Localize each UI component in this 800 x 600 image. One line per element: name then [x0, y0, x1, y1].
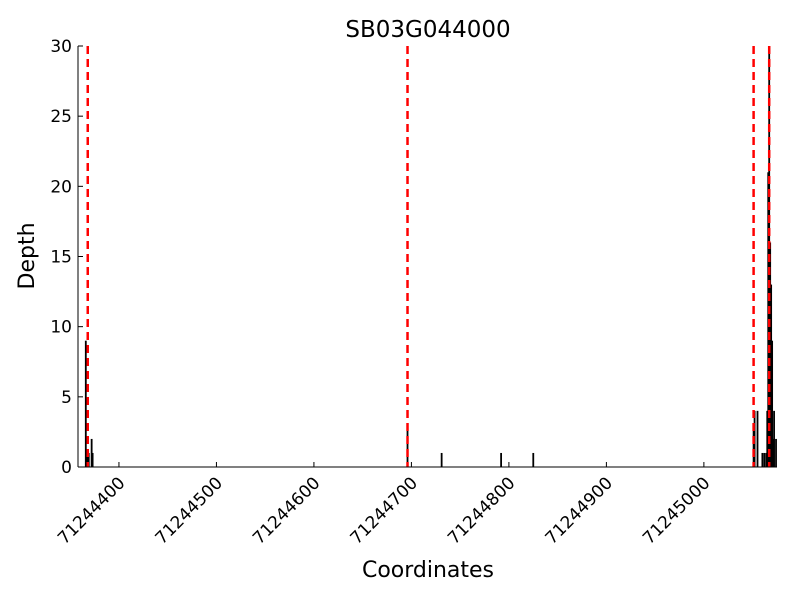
depth-bar-7: [440, 452, 443, 467]
depth-bar-23: [773, 410, 775, 467]
depth-bar-21: [771, 340, 774, 467]
depth-bar-10: [752, 424, 755, 467]
depth-bar-15: [765, 452, 768, 467]
x-tick-label-0: 71244400: [54, 473, 129, 548]
depth-bar-0: [84, 340, 87, 467]
y-axis-ticks: 0 5 10 15 20 25 30: [50, 37, 83, 478]
axes: [77, 46, 777, 468]
y-axis-title: Depth: [15, 222, 40, 289]
x-tick-label-3: 71244700: [347, 473, 422, 548]
depth-bar-14: [763, 452, 766, 467]
x-tick-label-2: 71244600: [249, 473, 324, 548]
x-tick-label-6: 71245000: [639, 473, 714, 548]
x-axis-title: Coordinates: [362, 558, 494, 583]
y-tick-label-6: 30: [50, 37, 72, 57]
x-tick-label-4: 71244800: [444, 473, 519, 548]
depth-bar-5: [91, 452, 94, 467]
depth-bar-4: [90, 438, 93, 467]
depth-bar-19: [769, 242, 772, 467]
x-tick-label-1: 71244500: [152, 473, 227, 548]
depth-bar-22: [772, 438, 775, 467]
depth-bar-1: [85, 452, 88, 467]
depth-bar-3: [87, 452, 90, 467]
y-tick-label-3: 15: [50, 248, 72, 268]
chart-title: SB03G044000: [345, 17, 510, 43]
depth-bar-12: [756, 410, 759, 467]
x-tick-label-5: 71244900: [542, 473, 617, 548]
depth-bar-24: [775, 438, 777, 467]
x-axis-ticks: 71244400 71244500 71244600 71244700 71244800…: [54, 462, 714, 549]
depth-bar-9: [532, 452, 535, 467]
depth-bar-16: [766, 410, 769, 467]
y-tick-label-4: 20: [50, 177, 72, 197]
y-tick-label-2: 10: [50, 318, 72, 338]
boundary-markers: [86, 46, 771, 467]
depth-bars: [84, 46, 777, 468]
depth-bar-2: [86, 452, 89, 467]
y-tick-label-5: 25: [50, 107, 72, 127]
depth-bar-8: [500, 452, 503, 467]
depth-bar-13: [761, 452, 764, 467]
y-tick-label-1: 5: [61, 388, 72, 408]
y-tick-label-0: 0: [61, 458, 72, 478]
depth-bar-6: [406, 424, 409, 467]
depth-bar-20: [770, 284, 773, 467]
